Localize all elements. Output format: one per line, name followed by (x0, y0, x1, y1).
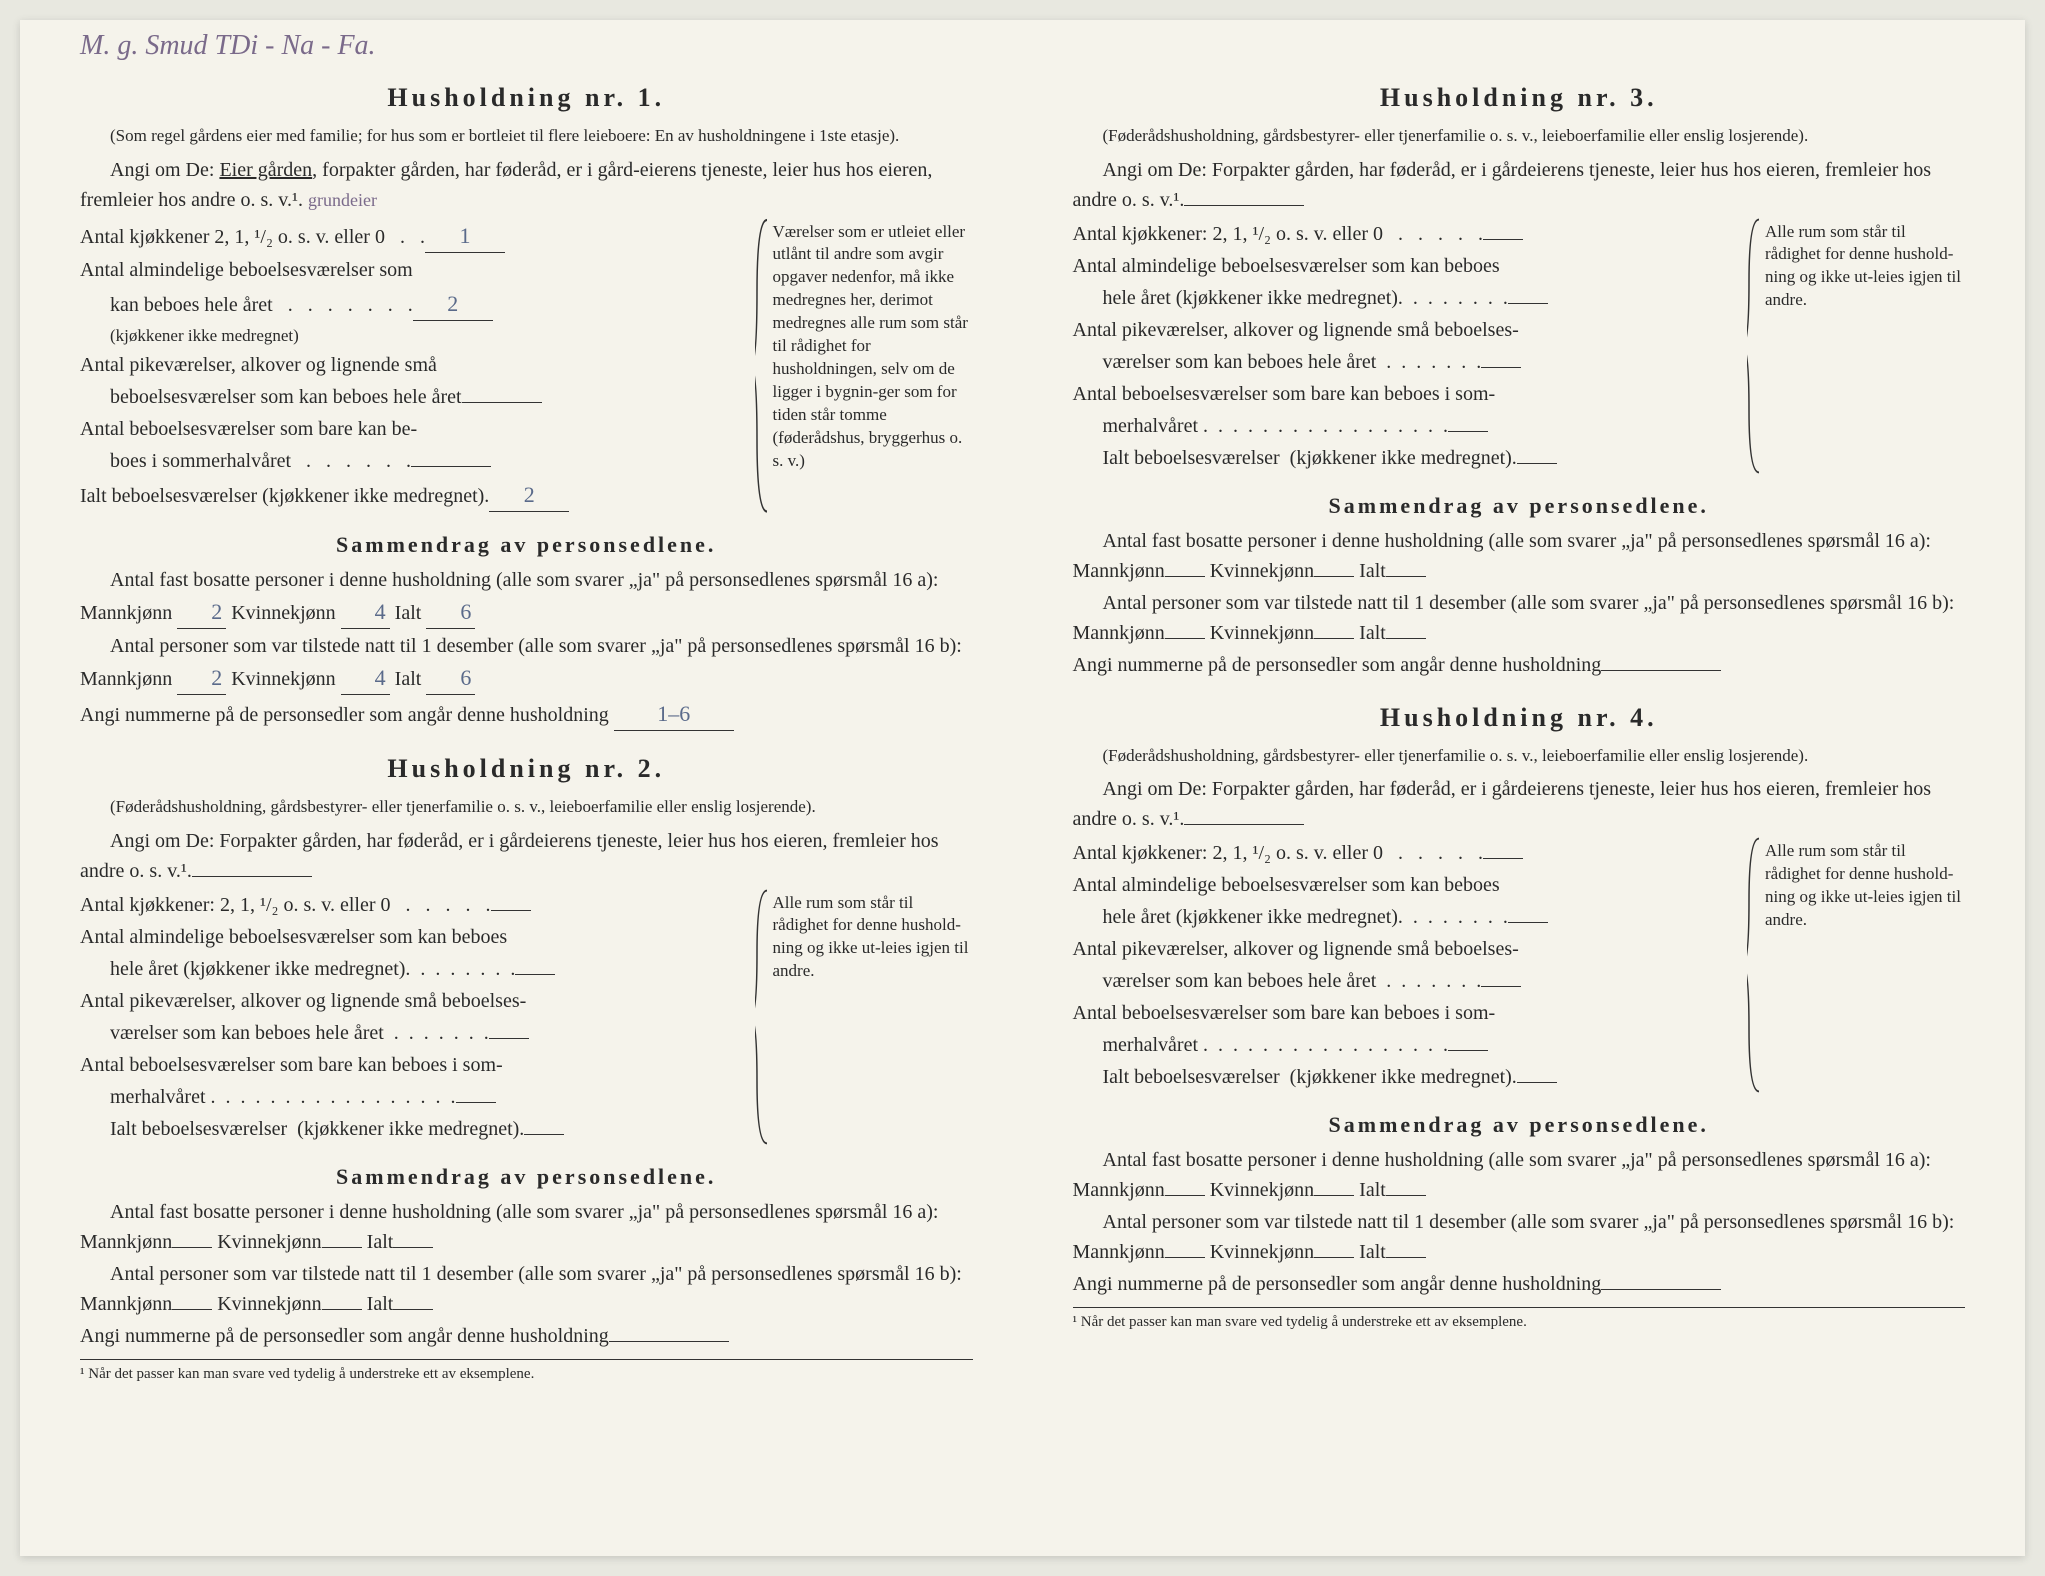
side-note-1: Værelser som er utleiet eller utlånt til… (773, 217, 973, 515)
somm-value (411, 466, 491, 467)
section-1-rooms: Antal kjøkkener 2, 1, ¹/₂ o. s. v. eller… (80, 217, 973, 515)
pike-value (462, 402, 542, 403)
section-1-samm-title: Sammendrag av personsedlene. (80, 528, 973, 561)
left-column: Husholdning nr. 1. (Som regel gårdens ei… (20, 20, 1023, 1556)
section-1-subtitle: (Som regel gårdens eier med familie; for… (80, 123, 973, 149)
side-note-4: Alle rum som står til rådighet for denne… (1765, 836, 1965, 1094)
section-4-samm-title: Sammendrag av personsedlene. (1073, 1108, 1966, 1141)
side-note-3: Alle rum som står til rådighet for denne… (1765, 217, 1965, 475)
til-m: 2 (177, 661, 226, 695)
alm-label-1: Antal almindelige beboelsesværelser som (80, 255, 413, 285)
somm-label-2: boes i sommerhalvåret . . . . . . (110, 446, 411, 476)
section-4-subtitle: (Føderådshusholdning, gårdsbestyrer- ell… (1073, 743, 1966, 769)
document-page: M. g. Smud TDi - Na - Fa. Husholdning nr… (20, 20, 2025, 1556)
section-3-rooms: Antal kjøkkener: 2, 1, ¹/₂ o. s. v. elle… (1073, 217, 1966, 475)
section-3-angi: Angi om De: Forpakter gården, har føderå… (1073, 155, 1966, 215)
section-2-angi: Angi om De: Forpakter gården, har føderå… (80, 826, 973, 886)
section-1-til: Antal personer som var tilstede natt til… (80, 631, 973, 695)
right-column: Husholdning nr. 3. (Føderådshusholdning,… (1023, 20, 2026, 1556)
section-1-numm: Angi nummerne på de personsedler som ang… (80, 697, 973, 731)
ialt-label: Ialt beboelsesværelser (kjøkkener ikke m… (80, 481, 489, 511)
ialt-value: 2 (489, 478, 569, 512)
pike-label-1: Antal pikeværelser, alkover og lignende … (80, 350, 437, 380)
kjok-label: Antal kjøkkener 2, 1, ¹/₂ o. s. v. eller… (80, 222, 425, 252)
section-2-subtitle: (Føderådshusholdning, gårdsbestyrer- ell… (80, 794, 973, 820)
section-3-subtitle: (Føderådshusholdning, gårdsbestyrer- ell… (1073, 123, 1966, 149)
section-1-fast: Antal fast bosatte personer i denne hush… (80, 565, 973, 629)
section-1-angi: Angi om De: Eier gården, forpakter gårde… (80, 155, 973, 215)
section-3-samm-title: Sammendrag av personsedlene. (1073, 489, 1966, 522)
side-note-2: Alle rum som står til rådighet for denne… (773, 888, 973, 1146)
angi-pre: Angi om De: (110, 159, 219, 181)
alm-value: 2 (413, 287, 493, 321)
fast-k: 4 (341, 595, 390, 629)
section-2-title: Husholdning nr. 2. (80, 749, 973, 788)
section-1-title: Husholdning nr. 1. (80, 78, 973, 117)
pike-label-2: beboelsesværelser som kan beboes hele år… (110, 382, 462, 412)
til-i: 6 (426, 661, 475, 695)
kjok-value: 1 (425, 219, 505, 253)
somm-label-1: Antal beboelsesværelser som bare kan be- (80, 414, 417, 444)
section-4-angi: Angi om De: Forpakter gården, har føderå… (1073, 774, 1966, 834)
til-k: 4 (341, 661, 390, 695)
numm-value: 1–6 (614, 697, 734, 731)
alm-note: (kjøkkener ikke medregnet) (110, 323, 299, 349)
footnote-right: ¹ Når det passer kan man svare ved tydel… (1073, 1307, 1966, 1334)
fast-i: 6 (426, 595, 475, 629)
section-4-rooms: Antal kjøkkener: 2, 1, ¹/₂ o. s. v. elle… (1073, 836, 1966, 1094)
brace-icon (1747, 836, 1761, 1094)
brace-icon (755, 217, 769, 515)
handwritten-annotation: M. g. Smud TDi - Na - Fa. (80, 30, 376, 62)
brace-icon (755, 888, 769, 1146)
section-2-rooms: Antal kjøkkener: 2, 1, ¹/₂ o. s. v. elle… (80, 888, 973, 1146)
section-3-title: Husholdning nr. 3. (1073, 78, 1966, 117)
section-4-title: Husholdning nr. 4. (1073, 698, 1966, 737)
brace-icon (1747, 217, 1761, 475)
section-2-samm-title: Sammendrag av personsedlene. (80, 1160, 973, 1193)
angi-underlined: Eier gården (219, 159, 312, 181)
fast-m: 2 (177, 595, 226, 629)
angi-handwritten: grundeier (308, 190, 377, 210)
footnote-left: ¹ Når det passer kan man svare ved tydel… (80, 1359, 973, 1386)
alm-label-2: kan beboes hele året . . . . . . . (110, 290, 413, 320)
